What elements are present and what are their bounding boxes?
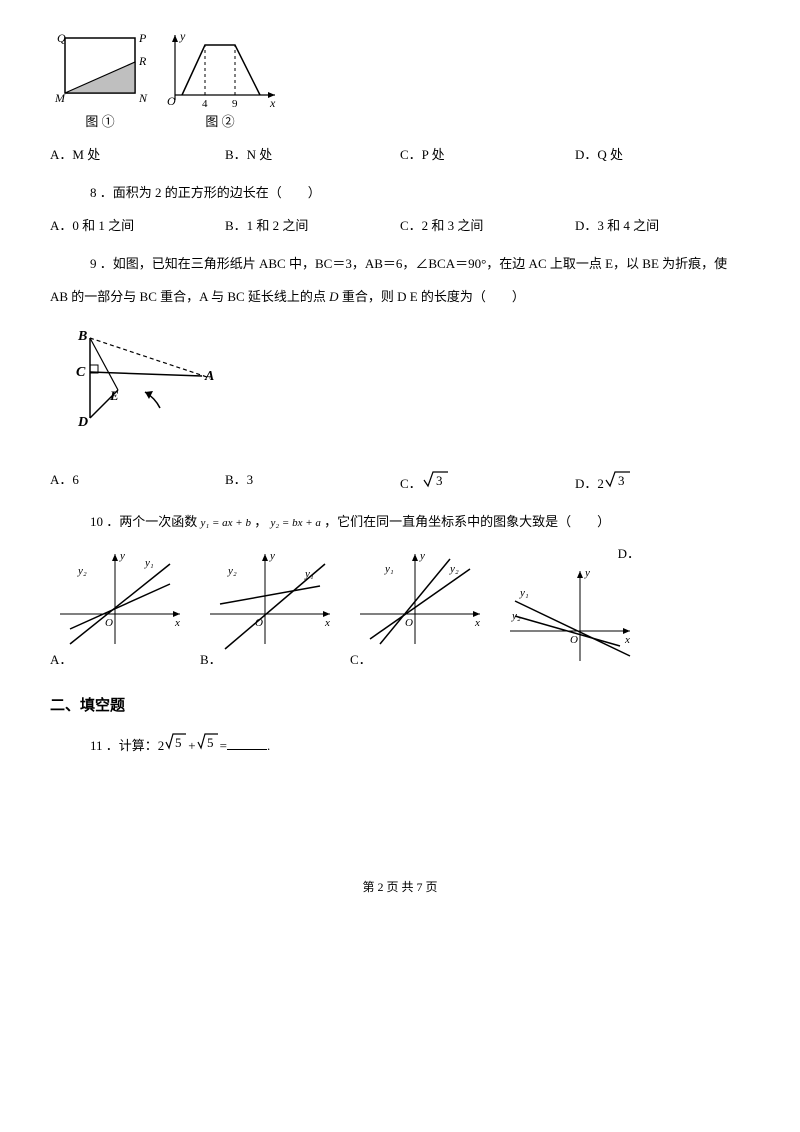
q9-dvar: D [329, 289, 338, 304]
svg-text:A: A [204, 369, 214, 384]
svg-text:y₁: y₁ [519, 587, 529, 599]
q10-graphs: y x O y₂ y₁ A． y x O y₂ y₁ B． y x [50, 544, 750, 671]
svg-text:E: E [109, 388, 119, 403]
q11-text: 11 ．计算：2 5 + 5 = . [90, 730, 750, 757]
q10-pre: 10 ．两个一次函数 [90, 514, 197, 529]
q10-eq2: y₂ = bx + a [270, 517, 320, 529]
svg-text:x: x [324, 617, 330, 629]
q11-eq: = [220, 734, 227, 757]
svg-text:y₁: y₁ [384, 563, 394, 575]
svg-text:y₂: y₂ [449, 563, 459, 575]
q9-line2: AB 的一部分与 BC 重合，A 与 BC 延长线上的点 D 重合，则 D E … [50, 285, 750, 308]
q10-post: ，它们在同一直角坐标系中的图象大致是（ ） [324, 514, 610, 529]
svg-text:y₂: y₂ [511, 610, 521, 622]
q10-option-a-label: A． [50, 648, 72, 671]
sqrt3-icon: 3 [422, 468, 450, 488]
q10-mid: ， [254, 514, 267, 529]
q10-graph-d[interactable]: D． y x O y₁ y₂ [500, 548, 640, 671]
svg-text:C: C [76, 365, 86, 380]
svg-text:O: O [167, 94, 176, 108]
q7-figures: Q P R M N 图 ① y O 4 9 x 图 ② [50, 30, 750, 133]
page-footer: 第 2 页 共 7 页 [50, 877, 750, 899]
svg-text:y: y [419, 550, 425, 562]
svg-text:O: O [405, 617, 413, 629]
graph-b-svg: y x O y₂ y₁ [200, 544, 340, 654]
q7-option-b[interactable]: B．N 处 [225, 143, 400, 166]
q11-plus: + [188, 734, 195, 757]
svg-text:N: N [138, 91, 148, 105]
sqrt3-icon-2: 3 [604, 468, 632, 488]
figure-1-label: 图 ① [50, 110, 150, 133]
svg-text:R: R [138, 54, 147, 68]
svg-text:B: B [77, 329, 87, 344]
figure-1-svg: Q P R M N [50, 30, 150, 110]
q7-option-c[interactable]: C．P 处 [400, 143, 575, 166]
q8-option-c[interactable]: C．2 和 3 之间 [400, 214, 575, 237]
q10-option-b-label: B． [200, 648, 222, 671]
graph-d-svg: y x O y₁ y₂ [500, 561, 640, 671]
q9-option-b[interactable]: B．3 [225, 468, 400, 495]
svg-text:O: O [570, 634, 578, 646]
q10-eq1: y₁ = ax + b [201, 517, 251, 529]
q8-text: 8 ．面积为 2 的正方形的边长在（ ） [90, 181, 750, 204]
svg-text:y₂: y₂ [227, 565, 237, 577]
q7-option-a[interactable]: A．M 处 [50, 143, 225, 166]
svg-text:x: x [269, 96, 276, 110]
section-2-title: 二、填空题 [50, 693, 750, 720]
svg-text:5: 5 [175, 735, 182, 750]
sqrt5-icon-1: 5 [164, 730, 188, 750]
figure-1: Q P R M N 图 ① [50, 30, 150, 133]
svg-text:y: y [119, 550, 125, 562]
svg-text:Q: Q [57, 31, 66, 45]
svg-text:O: O [105, 617, 113, 629]
q9-line1: 9 ．如图，已知在三角形纸片 ABC 中，BC＝3，AB＝6，∠BCA＝90°，… [90, 252, 750, 275]
q8-option-a[interactable]: A．0 和 1 之间 [50, 214, 225, 237]
q7-option-d[interactable]: D．Q 处 [575, 143, 750, 166]
q9-line2b: 重合，则 D E 的长度为（ ） [342, 289, 525, 304]
svg-text:P: P [138, 31, 147, 45]
figure-2-svg: y O 4 9 x [160, 30, 280, 110]
svg-text:x: x [474, 617, 480, 629]
q11-blank[interactable] [227, 749, 267, 750]
q9-options: A．6 B．3 C． 3 D． 2 3 [50, 468, 750, 495]
q10-option-c-label: C． [350, 648, 372, 671]
q9-svg: B C E A D [70, 318, 220, 438]
svg-text:y₁: y₁ [304, 568, 314, 580]
svg-text:O: O [255, 617, 263, 629]
q9-line2a: AB 的一部分与 BC 重合，A 与 BC 延长线上的点 [50, 289, 326, 304]
svg-text:y: y [269, 550, 275, 562]
q11-end: . [267, 734, 270, 757]
svg-text:M: M [54, 91, 66, 105]
svg-text:x: x [624, 634, 630, 646]
svg-text:y₂: y₂ [77, 565, 87, 577]
graph-a-svg: y x O y₂ y₁ [50, 544, 190, 654]
svg-text:9: 9 [232, 98, 238, 110]
svg-text:5: 5 [207, 735, 214, 750]
svg-text:y₁: y₁ [144, 557, 154, 569]
svg-text:D: D [77, 415, 88, 430]
q9-option-c[interactable]: C． 3 [400, 468, 575, 495]
q9-option-a[interactable]: A．6 [50, 468, 225, 495]
q11-pre: 11 ．计算：2 [90, 734, 164, 757]
q10-graph-b[interactable]: y x O y₂ y₁ B． [200, 544, 340, 671]
svg-text:x: x [174, 617, 180, 629]
svg-text:4: 4 [202, 98, 208, 110]
svg-text:3: 3 [436, 473, 443, 488]
svg-text:y: y [179, 30, 186, 43]
q8-option-b[interactable]: B．1 和 2 之间 [225, 214, 400, 237]
q8-options: A．0 和 1 之间 B．1 和 2 之间 C．2 和 3 之间 D．3 和 4… [50, 214, 750, 237]
figure-2-label: 图 ② [160, 110, 280, 133]
q10-graph-c[interactable]: y x O y₁ y₂ C． [350, 544, 490, 671]
q10-graph-a[interactable]: y x O y₂ y₁ A． [50, 544, 190, 671]
graph-c-svg: y x O y₁ y₂ [350, 544, 490, 654]
svg-text:3: 3 [618, 473, 625, 488]
svg-text:y: y [584, 567, 590, 579]
q7-options: A．M 处 B．N 处 C．P 处 D．Q 处 [50, 143, 750, 166]
q10-text: 10 ．两个一次函数 y₁ = ax + b ， y₂ = bx + a ，它们… [90, 510, 750, 534]
q9-figure: B C E A D [70, 318, 750, 438]
sqrt5-icon-2: 5 [196, 730, 220, 750]
figure-2: y O 4 9 x 图 ② [160, 30, 280, 133]
q9-option-d[interactable]: D． 2 3 [575, 468, 750, 495]
q8-option-d[interactable]: D．3 和 4 之间 [575, 214, 750, 237]
